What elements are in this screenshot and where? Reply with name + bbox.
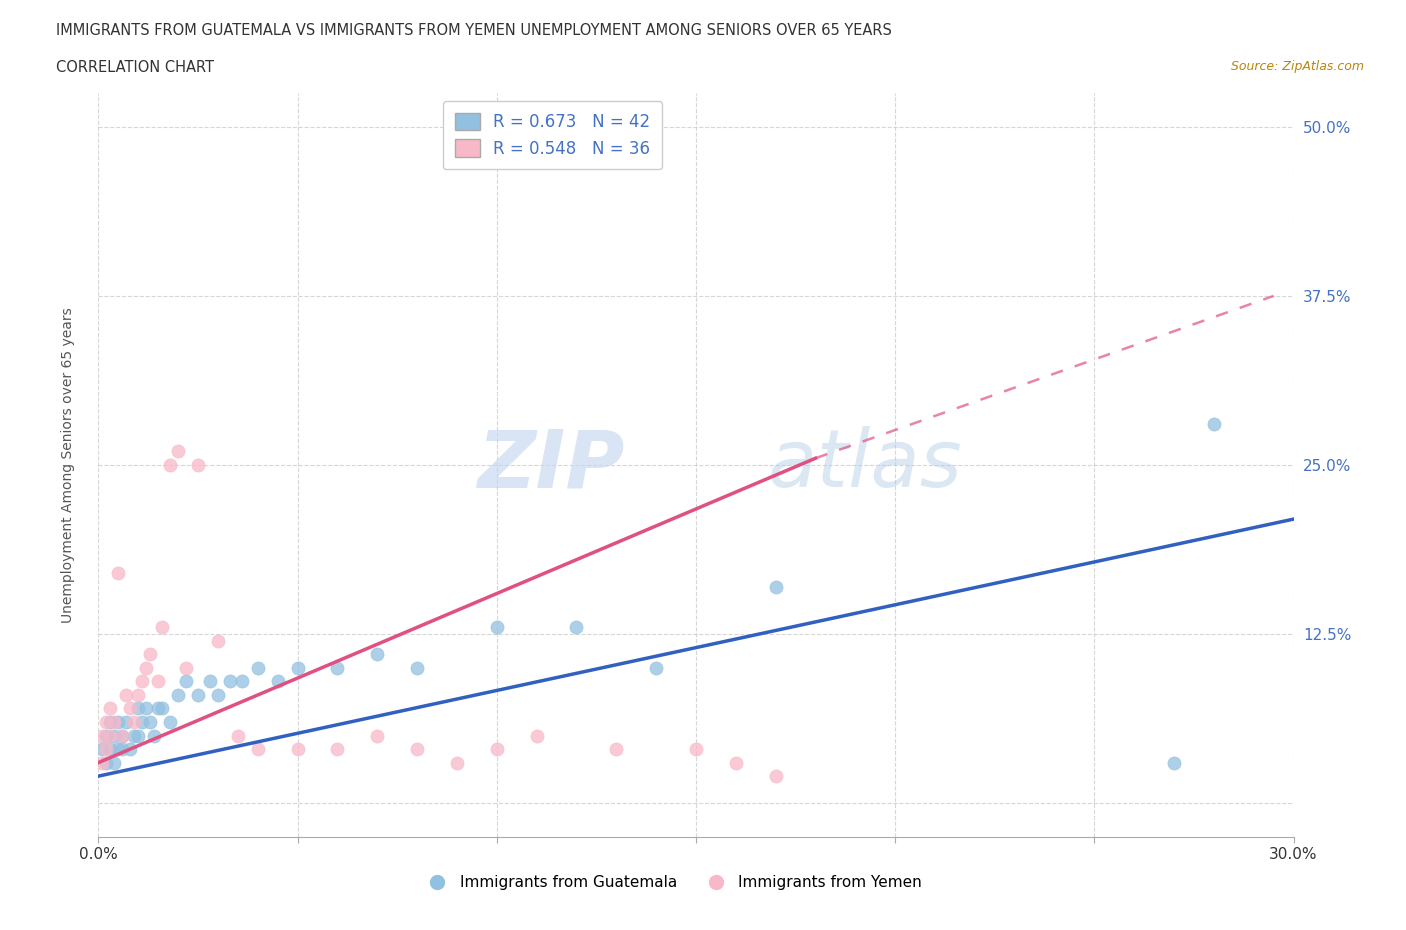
Point xyxy=(605,741,627,756)
Point xyxy=(103,728,125,743)
Point xyxy=(174,674,197,689)
Point xyxy=(159,458,181,472)
Legend: Immigrants from Guatemala, Immigrants from Yemen: Immigrants from Guatemala, Immigrants fr… xyxy=(416,870,928,897)
Point xyxy=(246,660,269,675)
Point xyxy=(131,674,153,689)
Point xyxy=(96,728,118,743)
Point xyxy=(100,741,122,756)
Point xyxy=(159,714,181,729)
Point xyxy=(100,701,122,716)
Point xyxy=(485,741,508,756)
Point xyxy=(91,728,114,743)
Point xyxy=(1163,755,1185,770)
Text: Source: ZipAtlas.com: Source: ZipAtlas.com xyxy=(1230,60,1364,73)
Point xyxy=(1202,417,1225,432)
Point xyxy=(526,728,548,743)
Point xyxy=(96,755,118,770)
Point xyxy=(111,741,134,756)
Y-axis label: Unemployment Among Seniors over 65 years: Unemployment Among Seniors over 65 years xyxy=(60,307,75,623)
Point xyxy=(100,728,122,743)
Point xyxy=(198,674,221,689)
Point xyxy=(148,701,170,716)
Point xyxy=(127,728,149,743)
Point xyxy=(91,755,114,770)
Point xyxy=(127,687,149,702)
Point xyxy=(446,755,468,770)
Point xyxy=(685,741,707,756)
Point xyxy=(150,701,173,716)
Point xyxy=(111,728,134,743)
Point xyxy=(207,633,229,648)
Point xyxy=(143,728,166,743)
Point xyxy=(406,660,429,675)
Point xyxy=(485,620,508,635)
Point xyxy=(100,714,122,729)
Point xyxy=(366,647,388,662)
Point xyxy=(326,741,349,756)
Point xyxy=(231,674,253,689)
Point xyxy=(124,728,146,743)
Point xyxy=(287,741,309,756)
Point xyxy=(174,660,197,675)
Point xyxy=(226,728,249,743)
Point xyxy=(124,714,146,729)
Point xyxy=(565,620,588,635)
Point xyxy=(167,444,190,458)
Point xyxy=(120,741,142,756)
Point xyxy=(115,687,138,702)
Point xyxy=(267,674,290,689)
Text: ZIP: ZIP xyxy=(477,426,624,504)
Point xyxy=(120,701,142,716)
Point xyxy=(135,701,157,716)
Point xyxy=(96,741,118,756)
Point xyxy=(187,687,209,702)
Point xyxy=(107,565,129,580)
Point xyxy=(139,647,162,662)
Point xyxy=(366,728,388,743)
Point xyxy=(150,620,173,635)
Point xyxy=(326,660,349,675)
Point xyxy=(127,701,149,716)
Point xyxy=(765,769,787,784)
Point xyxy=(724,755,747,770)
Point xyxy=(107,714,129,729)
Point xyxy=(219,674,242,689)
Point xyxy=(103,714,125,729)
Point xyxy=(139,714,162,729)
Point xyxy=(103,755,125,770)
Text: IMMIGRANTS FROM GUATEMALA VS IMMIGRANTS FROM YEMEN UNEMPLOYMENT AMONG SENIORS OV: IMMIGRANTS FROM GUATEMALA VS IMMIGRANTS … xyxy=(56,23,893,38)
Text: CORRELATION CHART: CORRELATION CHART xyxy=(56,60,214,75)
Point xyxy=(135,660,157,675)
Point xyxy=(246,741,269,756)
Point xyxy=(167,687,190,702)
Point xyxy=(91,741,114,756)
Point xyxy=(645,660,668,675)
Point xyxy=(115,714,138,729)
Point xyxy=(187,458,209,472)
Point xyxy=(107,741,129,756)
Point xyxy=(287,660,309,675)
Point xyxy=(96,714,118,729)
Point xyxy=(765,579,787,594)
Point xyxy=(207,687,229,702)
Point xyxy=(111,728,134,743)
Point xyxy=(131,714,153,729)
Point xyxy=(148,674,170,689)
Text: atlas: atlas xyxy=(768,426,963,504)
Point xyxy=(406,741,429,756)
